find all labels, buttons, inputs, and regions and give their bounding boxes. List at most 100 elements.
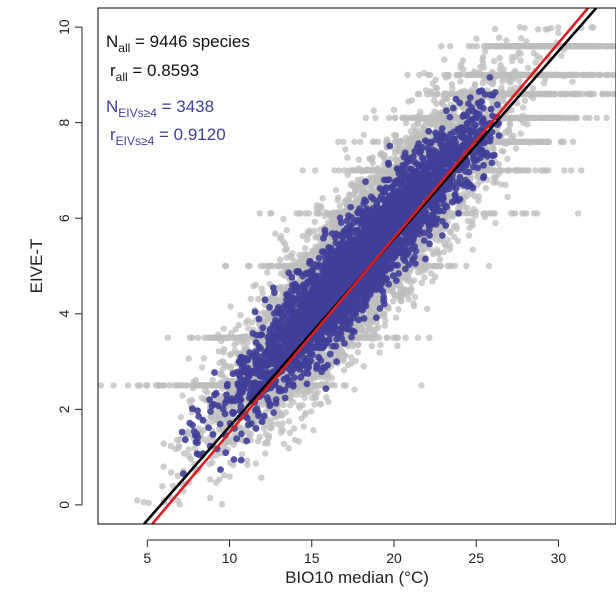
data-point-all	[258, 474, 265, 481]
data-point-all	[410, 123, 417, 130]
data-point-all	[567, 167, 575, 174]
data-point-all	[421, 274, 428, 281]
data-point-all	[185, 452, 192, 459]
data-point-all	[561, 167, 568, 174]
data-point-all	[507, 79, 514, 86]
data-point-all	[503, 37, 510, 44]
data-point-all	[335, 138, 342, 145]
data-point-all	[427, 270, 435, 277]
data-point-all	[603, 114, 610, 122]
data-point-all	[569, 138, 577, 145]
data-point-all	[532, 167, 539, 174]
data-point-all	[255, 295, 262, 303]
data-point-all	[454, 237, 462, 244]
data-point-all	[432, 273, 439, 280]
data-point-all	[285, 445, 292, 452]
data-point-all	[376, 349, 383, 356]
data-point-all	[278, 233, 285, 240]
data-point-all	[140, 499, 148, 506]
data-point-all	[432, 76, 439, 84]
data-point-all	[521, 97, 529, 104]
data-point-all	[282, 247, 289, 254]
data-point-all	[185, 355, 192, 362]
data-point-all	[277, 256, 284, 263]
data-point-all	[593, 114, 601, 122]
data-point-all	[418, 382, 425, 389]
data-point-all	[259, 290, 266, 297]
data-point-all	[355, 156, 363, 163]
data-point-all	[280, 215, 287, 223]
data-point-all	[164, 334, 171, 341]
data-point-all	[290, 425, 298, 432]
data-point-all	[582, 114, 589, 122]
data-point-all	[495, 34, 503, 41]
data-point-all	[274, 420, 281, 428]
data-point-all	[209, 376, 216, 384]
data-point-all	[519, 104, 527, 111]
data-point-all	[207, 494, 214, 501]
data-point-all	[194, 334, 202, 341]
data-point-all	[372, 114, 379, 122]
data-point-all	[517, 57, 524, 64]
data-point-all	[167, 442, 174, 450]
data-point-all	[414, 269, 422, 276]
data-point-all	[247, 295, 254, 303]
data-point-all	[124, 382, 132, 389]
data-point-all	[304, 236, 311, 244]
data-point-all	[179, 392, 186, 399]
data-point-all	[221, 472, 228, 479]
data-point-all	[160, 463, 167, 470]
data-point-all	[390, 106, 398, 113]
data-point-all	[286, 429, 294, 436]
data-point-all	[490, 174, 498, 181]
data-point-all	[319, 195, 326, 202]
data-point-all	[198, 364, 206, 371]
data-point-all	[272, 230, 279, 237]
data-point-all	[226, 473, 233, 480]
data-point-all	[300, 423, 307, 430]
data-point-all	[529, 85, 537, 92]
data-point-all	[555, 24, 562, 31]
data-point-all	[491, 25, 499, 33]
data-point-all	[392, 314, 400, 321]
data-point-all	[517, 35, 525, 42]
data-point-all	[436, 256, 443, 263]
data-point-all	[160, 440, 167, 447]
data-point-all	[569, 78, 576, 85]
data-point-all	[402, 334, 409, 341]
data-point-all	[280, 440, 288, 447]
data-point-all	[440, 248, 448, 256]
data-point-all	[524, 121, 531, 128]
data-point-all	[295, 438, 302, 445]
data-point-all	[310, 427, 317, 434]
data-point-all	[532, 59, 539, 66]
data-point-all	[237, 311, 244, 319]
data-point-all	[419, 247, 426, 254]
data-point-all	[340, 382, 347, 389]
data-point-all	[134, 497, 141, 504]
data-point-all	[351, 138, 358, 145]
data-point-all	[177, 413, 185, 421]
data-point-all	[395, 306, 402, 313]
data-point-all	[347, 354, 355, 361]
data-point-all	[473, 35, 480, 42]
data-point-all	[340, 367, 348, 374]
data-point-all	[262, 450, 269, 457]
data-point-all	[360, 363, 367, 370]
data-point-all	[341, 167, 348, 174]
data-point-all	[578, 167, 585, 174]
data-point-all	[504, 193, 511, 200]
data-point-all	[441, 56, 448, 63]
data-point-all	[383, 334, 391, 341]
data-point-all	[385, 114, 393, 122]
data-point-all	[555, 29, 562, 37]
data-point-all	[534, 26, 542, 33]
data-point-all	[437, 43, 445, 50]
data-point-all	[516, 77, 523, 84]
data-point-all	[212, 452, 220, 459]
data-point-all	[227, 303, 234, 310]
data-point-all	[159, 483, 166, 490]
data-point-all	[485, 262, 493, 270]
data-point-all	[542, 26, 549, 33]
